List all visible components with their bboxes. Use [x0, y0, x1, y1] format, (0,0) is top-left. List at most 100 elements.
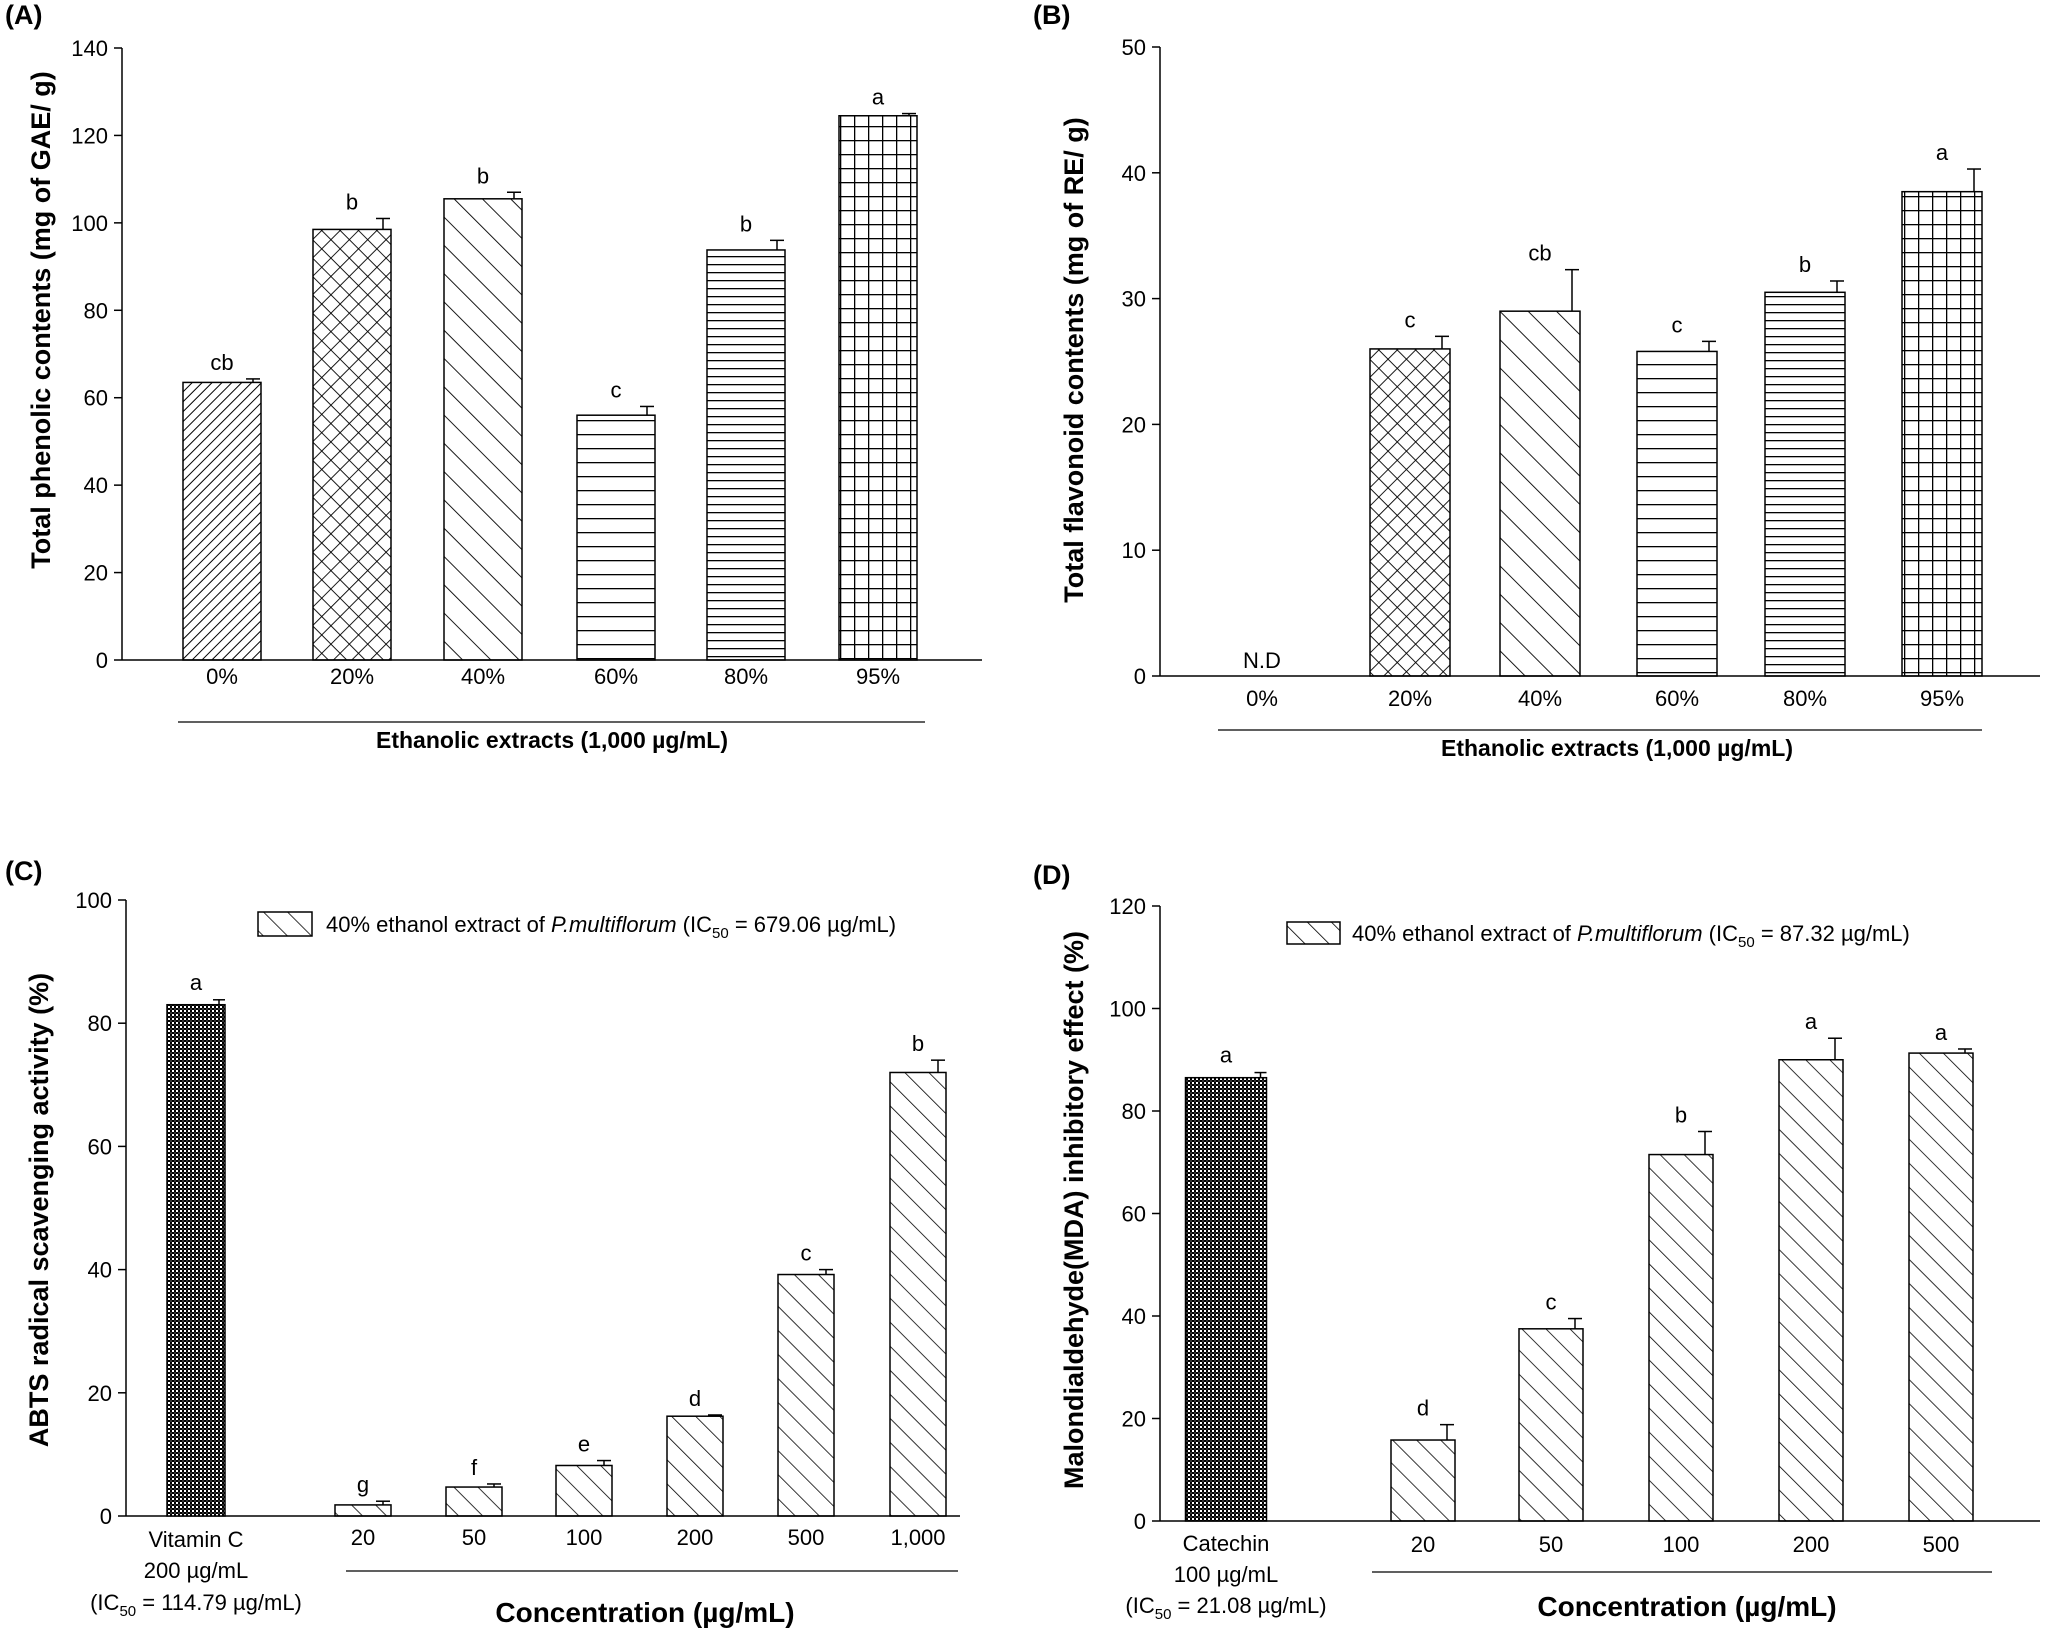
y-tick-label: 20: [84, 561, 108, 586]
y-tick-label: 0: [1134, 1509, 1146, 1534]
bar: [1636, 350, 1718, 677]
reference-label-line: 100 µg/mL: [1174, 1562, 1278, 1587]
x-tick-label: 0%: [206, 664, 238, 689]
bar: [1499, 310, 1581, 677]
y-tick-label: 0: [1134, 664, 1146, 689]
bar-sig-letter: f: [471, 1455, 478, 1480]
panel-d-letter: (D): [1033, 860, 1070, 890]
x-tick-label: 200: [1793, 1532, 1830, 1557]
bar-sig-letter: d: [1417, 1396, 1429, 1421]
bar-sig-letter: g: [357, 1472, 369, 1497]
y-tick-label: 50: [1122, 35, 1146, 60]
y-tick-label: 120: [71, 123, 108, 148]
x-tick-label: 80%: [724, 664, 768, 689]
reference-ic50-label: (IC50 = 21.08 µg/mL): [1125, 1593, 1326, 1623]
y-tick-label: 80: [84, 298, 108, 323]
bar: [576, 414, 656, 661]
x-tick-label: 95%: [1920, 686, 1964, 711]
bar-sig-letter: a: [1935, 1020, 1948, 1045]
reference-label-line: Vitamin C: [149, 1527, 244, 1552]
bar-sig-letter: b: [912, 1031, 924, 1056]
x-tick-label: 20%: [1388, 686, 1432, 711]
y-tick-label: 60: [1122, 1202, 1146, 1227]
y-tick-label: 10: [1122, 538, 1146, 563]
x-tick-label: 20%: [330, 664, 374, 689]
x-tick-label: 50: [1539, 1532, 1563, 1557]
bar: [334, 1504, 392, 1517]
x-tick-label: 40%: [461, 664, 505, 689]
y-tick-label: 100: [1109, 997, 1146, 1022]
bar-sig-letter: cb: [1528, 241, 1551, 266]
bar-sig-letter: a: [1936, 140, 1949, 165]
panel-a-x-axis-label: Ethanolic extracts (1,000 µg/mL): [376, 727, 728, 753]
bar-sig-letter: c: [1672, 312, 1683, 337]
bar: [1369, 348, 1451, 677]
x-tick-label: 60%: [1655, 686, 1699, 711]
legend-swatch: [257, 911, 313, 937]
y-tick-label: 20: [88, 1381, 112, 1406]
panel-b-x-axis-label: Ethanolic extracts (1,000 µg/mL): [1441, 735, 1793, 761]
panel-b-letter: (B): [1033, 0, 1070, 30]
legend-swatch: [1286, 921, 1341, 945]
bar: [889, 1071, 947, 1517]
reference-label-line: 200 µg/mL: [144, 1558, 248, 1583]
y-tick-label: 40: [88, 1258, 112, 1283]
bar: [1908, 1052, 1974, 1522]
bar-sig-letter: b: [1799, 252, 1811, 277]
bar: [312, 228, 392, 661]
legend-label: 40% ethanol extract of P.multiflorum (IC…: [326, 912, 896, 942]
bar: [777, 1273, 835, 1517]
x-tick-label: 50: [462, 1525, 486, 1550]
y-tick-label: 120: [1109, 894, 1146, 919]
reference-sig-letter: a: [190, 970, 203, 995]
panel-d-chart: (D) Malondialdehyde(MDA) inhibitory effe…: [1033, 860, 2040, 1623]
x-tick-label: 500: [1923, 1532, 1960, 1557]
panel-d-x-axis-label: Concentration (µg/mL): [1537, 1591, 1836, 1622]
x-tick-label: 100: [1663, 1532, 1700, 1557]
y-tick-label: 60: [84, 386, 108, 411]
y-tick-label: 40: [84, 473, 108, 498]
panel-c-letter: (C): [5, 856, 42, 886]
bar: [1778, 1059, 1844, 1522]
bar-sig-letter: b: [477, 163, 489, 188]
y-tick-label: 40: [1122, 161, 1146, 186]
y-tick-label: 20: [1122, 1407, 1146, 1432]
y-tick-label: 40: [1122, 1304, 1146, 1329]
panel-a-letter: (A): [5, 0, 42, 30]
y-tick-label: 100: [71, 211, 108, 236]
x-tick-label: 80%: [1783, 686, 1827, 711]
y-tick-label: 0: [96, 648, 108, 673]
x-tick-label: 1,000: [890, 1525, 945, 1550]
panel-b-y-axis-label: Total flavonoid contents (mg of RE/ g): [1059, 117, 1089, 602]
bar-sig-letter: a: [1805, 1009, 1818, 1034]
reference-bar: [1184, 1076, 1268, 1522]
y-tick-label: 80: [1122, 1099, 1146, 1124]
legend-label: 40% ethanol extract of P.multiflorum (IC…: [1352, 921, 1910, 951]
y-tick-label: 0: [100, 1504, 112, 1529]
bar: [555, 1464, 613, 1517]
reference-bar: [166, 1003, 226, 1517]
bar: [706, 249, 786, 661]
x-tick-label: 200: [677, 1525, 714, 1550]
x-tick-label: 95%: [856, 664, 900, 689]
not-detected-label: N.D: [1243, 648, 1281, 673]
x-tick-label: 100: [566, 1525, 603, 1550]
reference-label-line: Catechin: [1183, 1531, 1270, 1556]
bar: [1390, 1439, 1456, 1522]
reference-sig-letter: a: [1220, 1043, 1233, 1068]
bar: [838, 115, 918, 661]
bar-sig-letter: c: [611, 377, 622, 402]
bar: [666, 1415, 724, 1517]
bar-sig-letter: cb: [210, 350, 233, 375]
bar: [1901, 190, 1983, 677]
x-tick-label: 20: [1411, 1532, 1435, 1557]
panel-b-chart: (B) Total flavonoid contents (mg of RE/ …: [1033, 0, 2040, 761]
bar-sig-letter: c: [1546, 1290, 1557, 1315]
y-tick-label: 20: [1122, 412, 1146, 437]
bar-sig-letter: c: [1405, 307, 1416, 332]
x-tick-label: 0%: [1246, 686, 1278, 711]
y-tick-label: 30: [1122, 287, 1146, 312]
x-tick-label: 60%: [594, 664, 638, 689]
panel-c-x-axis-label: Concentration (µg/mL): [495, 1597, 794, 1628]
bar: [443, 198, 523, 661]
